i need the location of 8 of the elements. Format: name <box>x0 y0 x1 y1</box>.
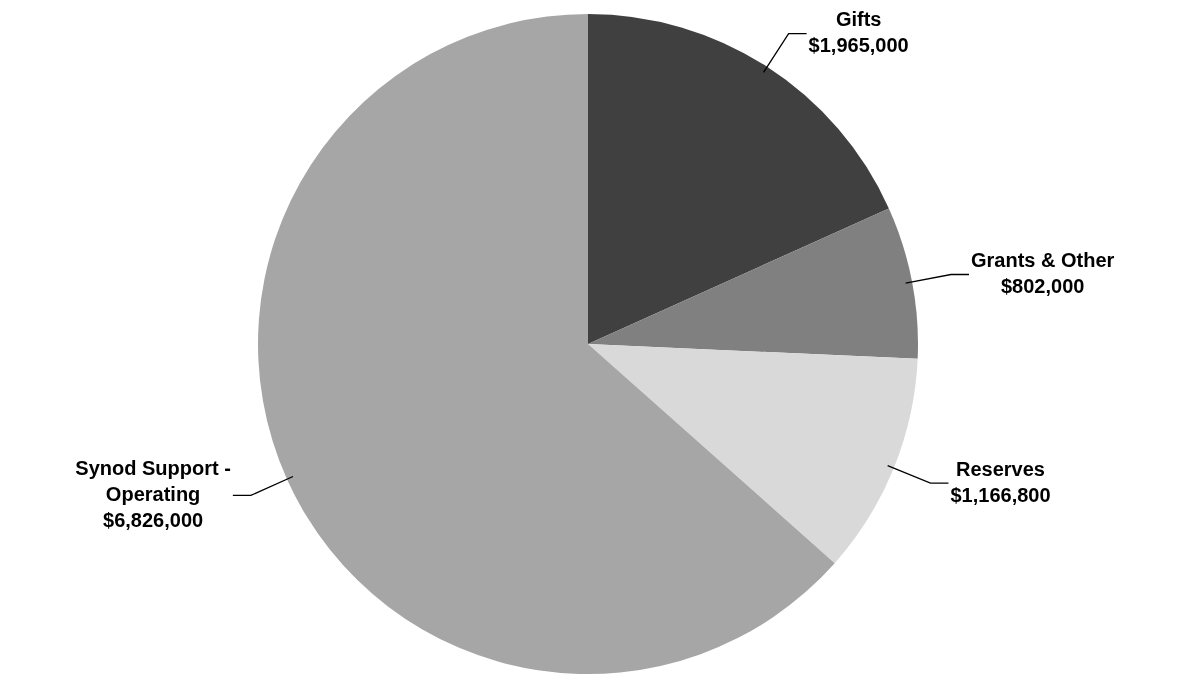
data-label: $1,965,000 <box>808 34 909 57</box>
slice-label: Grants & Other <box>971 249 1115 272</box>
slice-label: Synod Support - Operating <box>75 456 231 505</box>
data-label: $1,166,800 <box>950 483 1051 506</box>
data-label: $6,826,000 <box>103 508 204 531</box>
slice-label: Gifts <box>835 8 882 31</box>
data-label: $802,000 <box>1000 275 1085 298</box>
slice-label: Reserves <box>956 457 1045 480</box>
